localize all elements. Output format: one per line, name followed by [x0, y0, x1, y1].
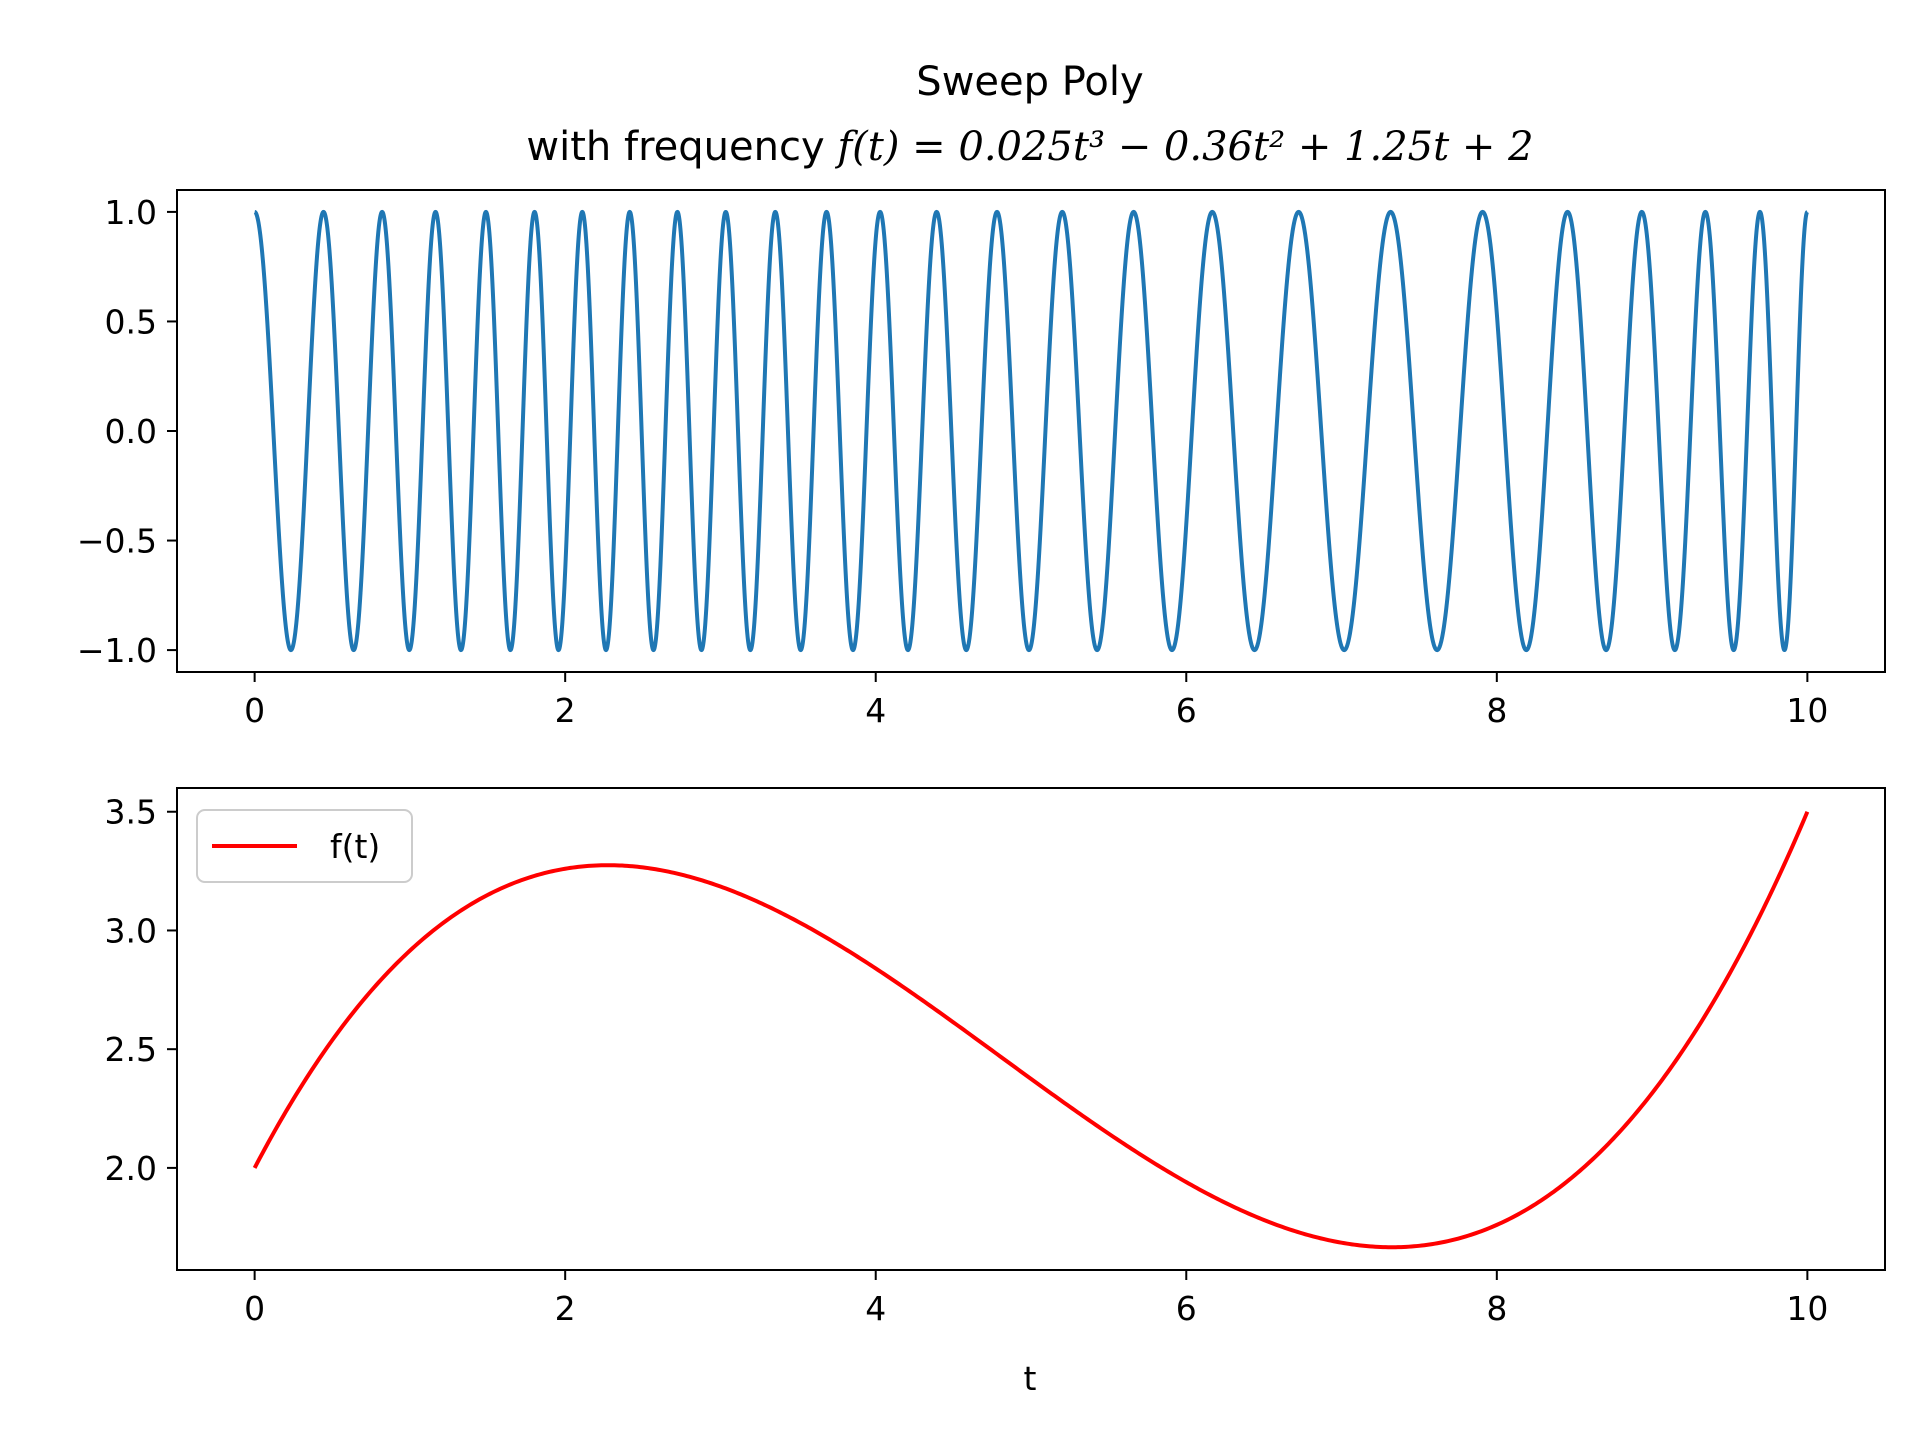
chart-title-line1: Sweep Poly: [916, 59, 1143, 105]
frequency-line: [252, 810, 1810, 1250]
frequency-series: [252, 810, 1810, 1250]
x-tick-label: 2: [555, 1289, 576, 1328]
frequency-axes-frame: [176, 787, 1886, 1271]
x-tick-label: 4: [865, 1289, 886, 1328]
y-tick-label: 2.5: [105, 1030, 157, 1069]
x-tick-label: 0: [244, 691, 265, 730]
y-tick-label: 2.0: [105, 1149, 157, 1188]
y-tick-label: 0.5: [105, 302, 157, 341]
legend-entry-label: f(t): [330, 827, 380, 866]
legend-box: [196, 809, 413, 883]
sweep-poly-panel: 0 2 4 6 8 10 −1.0 −0.5 0.0 0.5 1.0: [77, 189, 1886, 730]
x-tick-label: 8: [1486, 1289, 1507, 1328]
x-tick-label: 4: [865, 691, 886, 730]
chart-title-formula: f(t) = 0.025t³ − 0.36t² + 1.25t + 2: [834, 124, 1533, 170]
y-tick-label: 1.0: [105, 193, 157, 232]
y-tick-label: −1.0: [77, 631, 157, 670]
y-tick-label: 0.0: [105, 412, 157, 451]
frequency-panel: 0 2 4 6 8 10 2.0 2.5 3.0 3.5 t f(t): [105, 787, 1886, 1398]
x-tick-label: 2: [555, 691, 576, 730]
chart-title-line2: with frequency f(t) = 0.025t³ − 0.36t² +…: [526, 124, 1533, 170]
chart-title-prefix: with frequency: [526, 124, 837, 170]
x-tick-label: 6: [1176, 1289, 1197, 1328]
x-tick-label: 10: [1786, 1289, 1828, 1328]
sweep-poly-axes-frame: [176, 189, 1886, 673]
legend: f(t): [196, 809, 413, 883]
x-axis-label: t: [1024, 1359, 1037, 1398]
sweep-poly-series: [252, 209, 1810, 653]
x-tick-label: 10: [1786, 691, 1828, 730]
y-tick-label: −0.5: [77, 522, 157, 561]
y-tick-label: 3.5: [105, 793, 157, 832]
x-tick-label: 0: [244, 1289, 265, 1328]
x-tick-label: 6: [1176, 691, 1197, 730]
frequency-ticks: 0 2 4 6 8 10 2.0 2.5 3.0 3.5: [105, 793, 1829, 1328]
sweep-poly-line: [252, 209, 1810, 653]
x-tick-label: 8: [1486, 691, 1507, 730]
y-tick-label: 3.0: [105, 911, 157, 950]
sweep-poly-ticks: 0 2 4 6 8 10 −1.0 −0.5 0.0 0.5 1.0: [77, 193, 1829, 730]
